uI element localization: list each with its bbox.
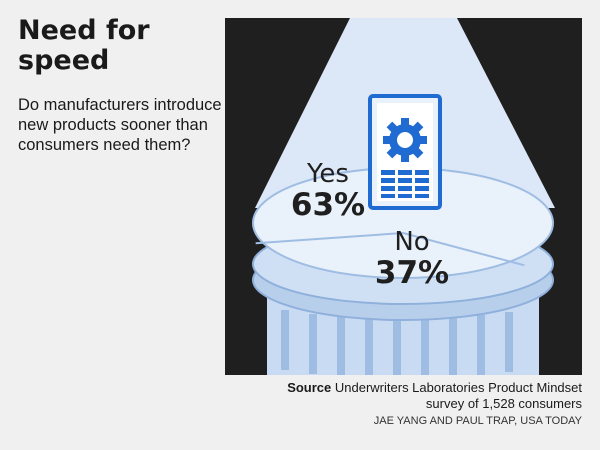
slice-yes-category: Yes: [307, 159, 349, 189]
chart-graphic: Yes 63% No 37%: [225, 18, 582, 375]
source-text: Underwriters Laboratories Product Mindse…: [334, 380, 582, 411]
slice-no-value: 37%: [374, 255, 450, 291]
source-label: Source: [287, 380, 332, 395]
credit-line: JAE YANG AND PAUL TRAP, USA TODAY: [373, 415, 582, 427]
source-note: Source Underwriters Laboratories Product…: [252, 380, 582, 412]
chart-title: Need for speed: [18, 15, 150, 76]
pie-divider-no: [255, 232, 404, 245]
pedestal-flutes: [281, 310, 513, 375]
slice-label-no: No 37%: [357, 228, 467, 290]
slice-label-yes: Yes 63%: [273, 160, 383, 222]
slice-no-category: No: [394, 227, 430, 257]
survey-question: Do manufacturers introduce new products …: [18, 96, 222, 154]
pie-divider-yes: [402, 232, 525, 267]
pie-dividers: [255, 232, 525, 267]
product-gear-icon: [368, 94, 442, 210]
slice-yes-value: 63%: [290, 187, 366, 223]
pedestal-illustration: [252, 18, 555, 375]
